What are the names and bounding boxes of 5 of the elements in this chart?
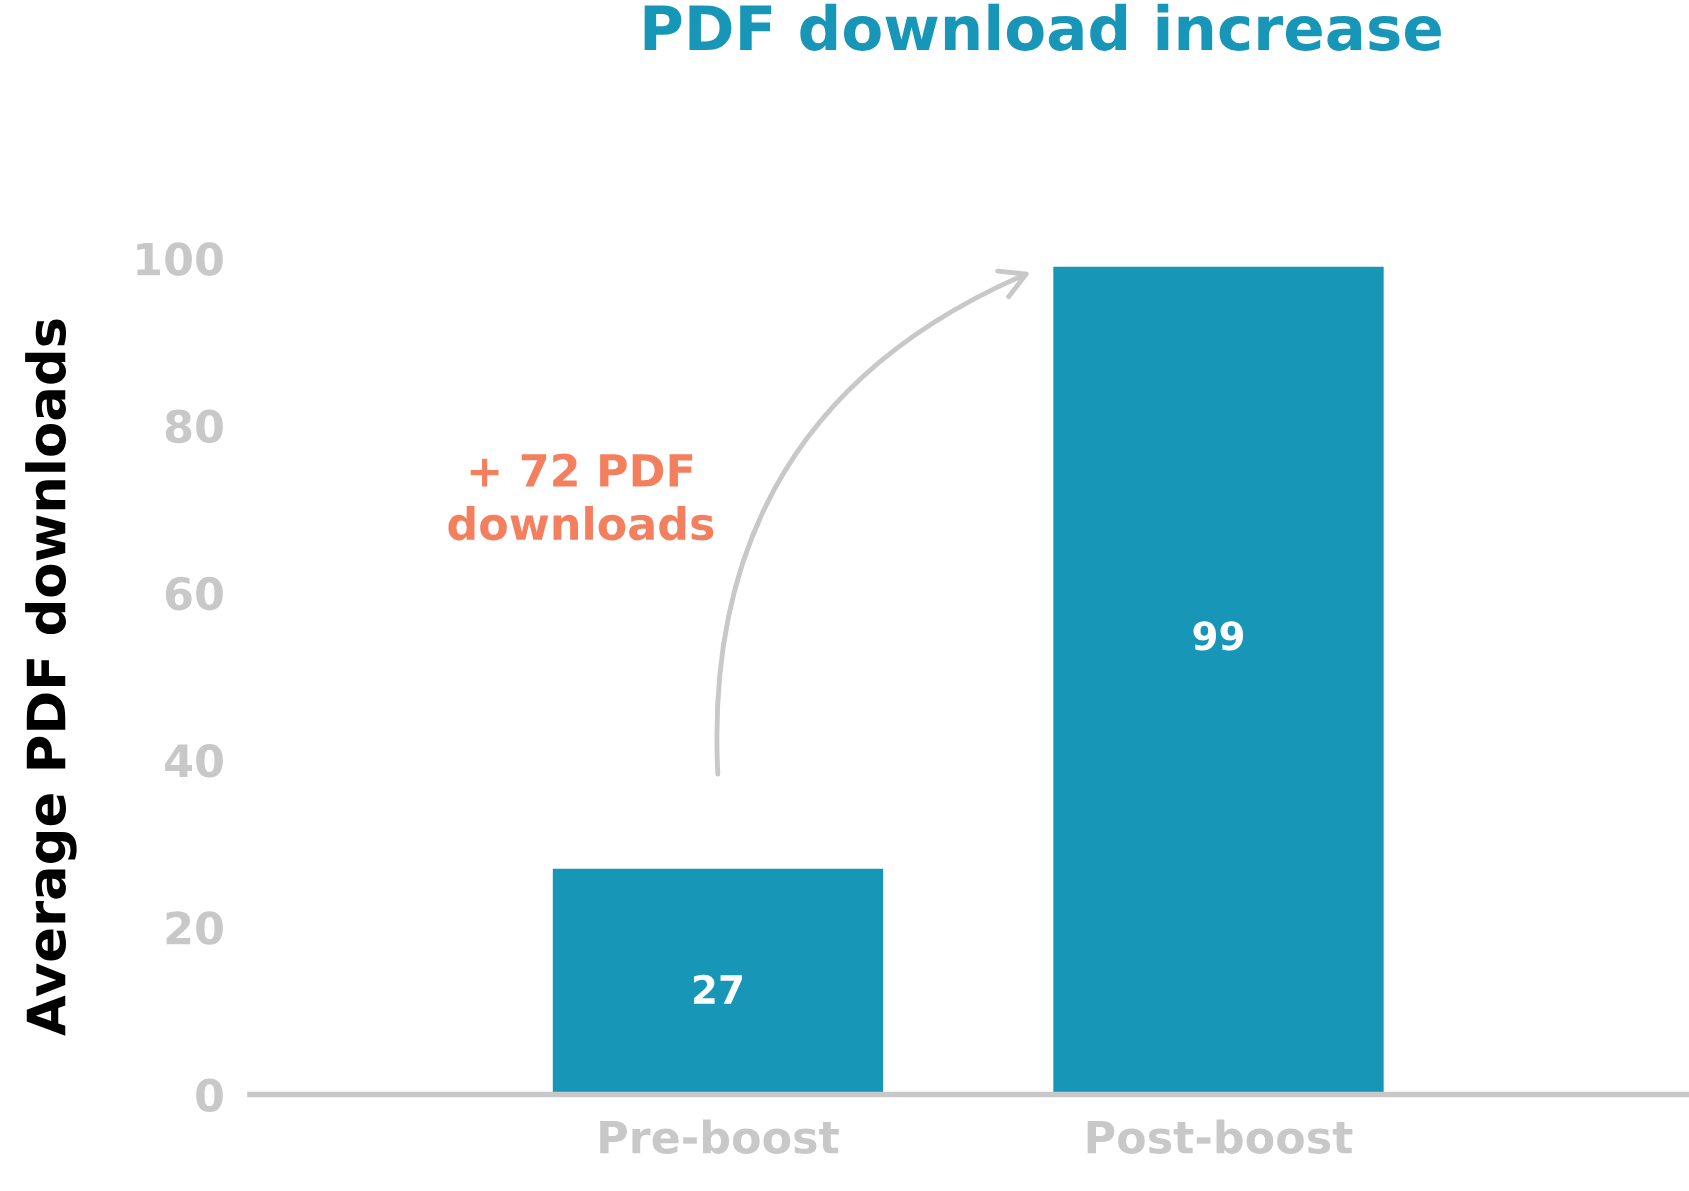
annotation: + 72 PDF downloads <box>448 453 714 541</box>
y-axis-title: Average PDF downloads <box>25 319 77 1036</box>
data-label: 99 <box>1193 621 1244 651</box>
data-label: 27 <box>693 974 742 1004</box>
chart-title: PDF download increase <box>644 3 1441 51</box>
